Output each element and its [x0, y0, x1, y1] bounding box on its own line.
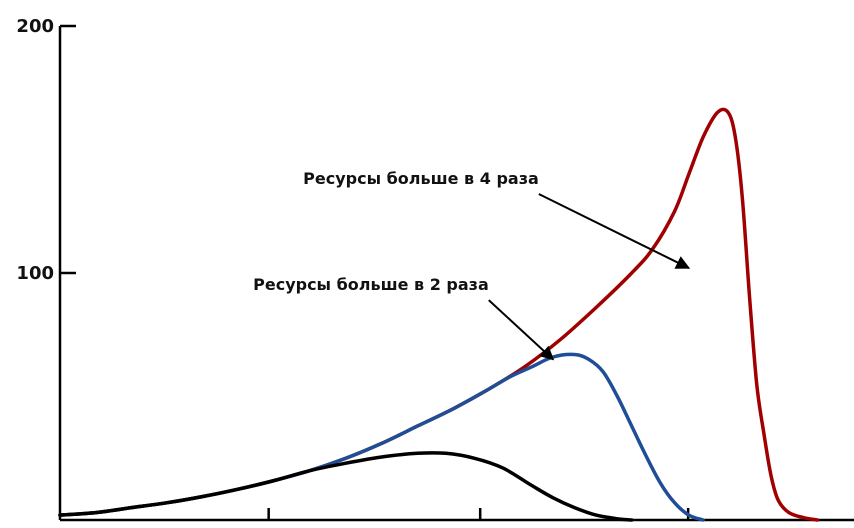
y-ticks: 200 100	[16, 16, 76, 284]
annotation-layer: Ресурсы больше в 4 раза Ресурсы больше в …	[253, 169, 691, 361]
annotation-label-1: Ресурсы больше в 4 раза	[303, 169, 539, 188]
axes	[58, 26, 854, 522]
series-line-2	[58, 352, 705, 522]
annotation-arrow-1	[538, 193, 691, 269]
series-line-3	[58, 451, 634, 522]
annotation-arrow-2	[488, 299, 555, 361]
y-tick-label-200: 200	[16, 16, 54, 37]
annotation-label-2: Ресурсы больше в 2 раза	[253, 275, 489, 294]
y-tick-label-100: 100	[16, 263, 54, 284]
series-layer	[58, 107, 820, 522]
